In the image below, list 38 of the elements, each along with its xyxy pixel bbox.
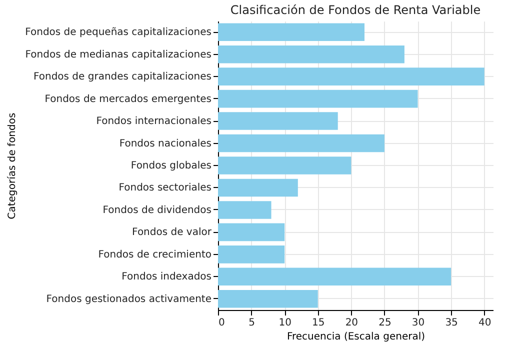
x-tick-label: 20: [345, 318, 358, 328]
bar: [218, 68, 484, 86]
y-tick-label: Fondos gestionados activamente: [46, 294, 212, 305]
bar: [218, 112, 338, 130]
bar: [218, 156, 352, 174]
x-tick-label: 15: [312, 318, 325, 328]
y-axis-title: Categorías de fondos: [7, 112, 18, 220]
bar: [218, 223, 285, 242]
y-tick-label: Fondos de valor: [132, 227, 212, 238]
y-tick-label: Fondos nacionales: [119, 138, 212, 150]
bar: [218, 178, 298, 197]
x-tick-label: 10: [278, 318, 292, 328]
x-tick-label: 40: [478, 318, 492, 328]
x-tick-label: 30: [412, 318, 425, 328]
bar: [218, 246, 285, 264]
y-tick-label: Fondos de mercados emergentes: [44, 94, 212, 105]
chart-title: Clasificación de Fondos de Renta Variable: [230, 3, 481, 17]
y-tick-label: Fondos sectoriales: [118, 182, 212, 194]
y-tick-label: Fondos de dividendos: [102, 204, 212, 216]
x-axis-title: Frecuencia (Escala general): [286, 332, 426, 342]
bar: [218, 268, 452, 286]
x-tick-label: 5: [248, 318, 255, 328]
x-tick-label: 35: [445, 318, 458, 328]
y-tick-label: Fondos de pequeñas capitalizaciones: [25, 27, 212, 38]
bar: [218, 45, 404, 64]
y-tick-label: Fondos de grandes capitalizaciones: [33, 72, 212, 83]
bar: [218, 201, 272, 219]
bar: [218, 134, 384, 152]
bar: [218, 90, 418, 108]
bar: [218, 290, 318, 308]
y-tick-label: Fondos indexados: [122, 272, 212, 283]
y-tick-label: Fondos internacionales: [96, 116, 212, 128]
y-tick-label: Fondos de medianas capitalizaciones: [25, 49, 212, 60]
y-tick-label: Fondos globales: [130, 160, 212, 172]
x-tick-label: 0: [218, 318, 225, 328]
bar: [218, 23, 364, 42]
y-tick-label: Fondos de crecimiento: [98, 249, 212, 260]
x-tick-label: 25: [378, 318, 392, 328]
